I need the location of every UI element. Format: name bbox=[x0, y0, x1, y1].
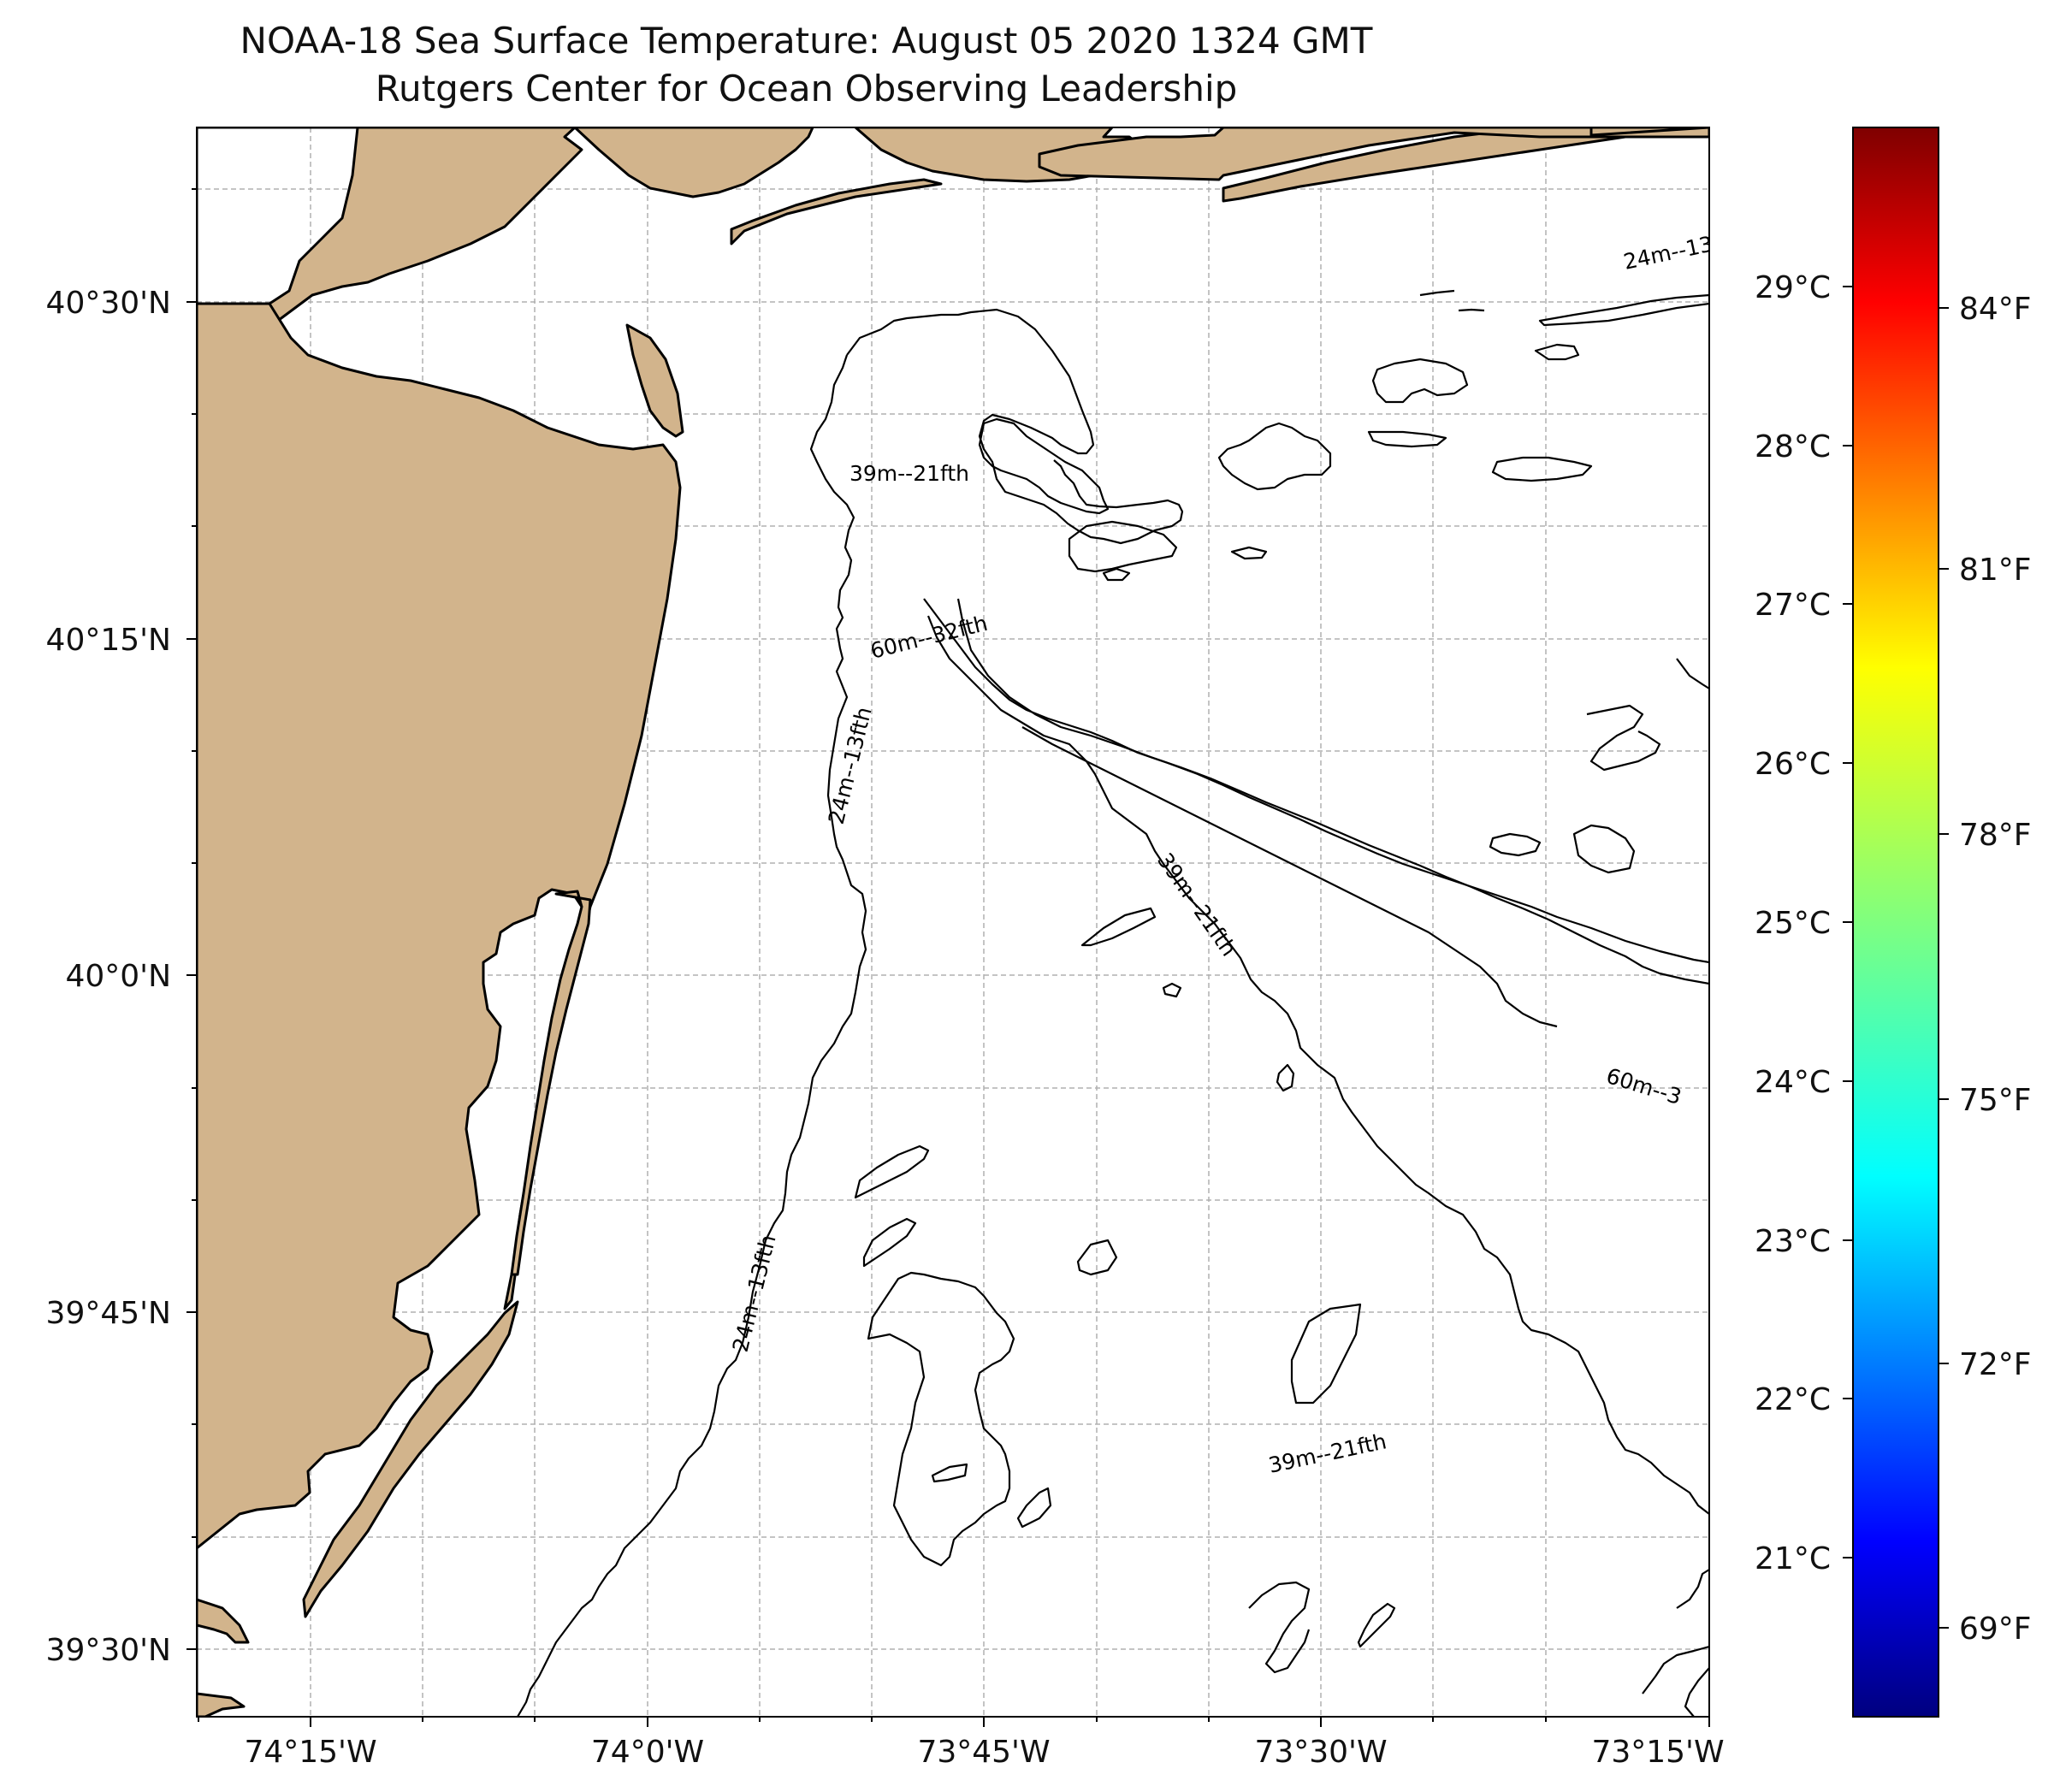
contour-blob-mid-2 bbox=[1162, 982, 1182, 998]
lat-label-39-30: 39°30'N bbox=[46, 1633, 171, 1668]
contour-blob-n-7 bbox=[1230, 546, 1268, 560]
contour-blob-s-6 bbox=[1248, 1581, 1311, 1674]
colorbar-f-78: 78°F bbox=[1959, 818, 2032, 853]
colorbar-f-69: 69°F bbox=[1959, 1612, 2032, 1647]
contour-small-ne-3 bbox=[1538, 293, 1709, 327]
contour-blob-s-5 bbox=[854, 1144, 930, 1199]
lon-axis bbox=[198, 1717, 1710, 1727]
colorbar-f-75: 75°F bbox=[1959, 1083, 2032, 1118]
lat-label-40-00: 40°0'N bbox=[65, 959, 171, 994]
lat-axis bbox=[186, 188, 197, 1650]
contour-blob-s-4 bbox=[862, 1217, 917, 1268]
contour-blob-s-3 bbox=[867, 1271, 1015, 1567]
colorbar-c-25: 25°C bbox=[1755, 906, 1831, 941]
contour-canyon-axis bbox=[1021, 726, 1558, 1028]
colorbar-c-27: 27°C bbox=[1755, 588, 1831, 623]
land bbox=[197, 127, 1709, 1717]
new-jersey-coast bbox=[197, 127, 250, 1644]
lat-label-39-45: 39°45'N bbox=[46, 1296, 171, 1331]
contour-label-39m-mid: 39m--21fth bbox=[1152, 849, 1241, 961]
contour-blob-n-2 bbox=[1068, 520, 1178, 573]
contour-blob-s-1 bbox=[1016, 1487, 1052, 1529]
colorbar-c-28: 28°C bbox=[1755, 429, 1831, 464]
long-island-coast bbox=[1038, 127, 1709, 181]
lon-label-74-15: 74°15'W bbox=[244, 1735, 376, 1770]
island-beach-spit bbox=[510, 890, 592, 1276]
contour-60m-canyon-n bbox=[923, 598, 1709, 964]
bathymetry-contours bbox=[517, 289, 1709, 1717]
map-subtitle: Rutgers Center for Ocean Observing Leade… bbox=[375, 68, 1238, 109]
contour-blob-s-2 bbox=[931, 1463, 968, 1483]
lat-label-40-15: 40°15'N bbox=[46, 623, 171, 658]
lon-label-74-00: 74°0'W bbox=[591, 1735, 704, 1770]
contour-small-e-3 bbox=[1489, 832, 1542, 857]
colorbar-c-24: 24°C bbox=[1755, 1065, 1831, 1100]
contour-label-24m-mid: 24m--13fth bbox=[824, 705, 877, 827]
contour-small-e-1 bbox=[1676, 658, 1709, 689]
contour-blob-n-1 bbox=[1217, 422, 1332, 491]
colorbar-c-23: 23°C bbox=[1755, 1224, 1831, 1259]
contour-24m-left bbox=[517, 354, 867, 1717]
contour-blob-mid-4 bbox=[1076, 1239, 1118, 1276]
colorbar-c-22: 22°C bbox=[1755, 1382, 1831, 1417]
contour-small-ne-2 bbox=[1367, 430, 1447, 448]
lon-label-73-45: 73°45'W bbox=[917, 1735, 1050, 1770]
contour-blob-e-5 bbox=[1419, 289, 1455, 297]
rockaway-peninsula bbox=[730, 178, 943, 245]
contour-blob-mid-5 bbox=[1290, 1303, 1362, 1405]
contour-label-24m-ne: 24m--13fth bbox=[1621, 225, 1743, 274]
contour-small-e-4 bbox=[1572, 824, 1636, 874]
contour-small-e-2 bbox=[1586, 704, 1661, 772]
contour-label-group: 24m--13fth 39m--21fth 60m--32fth 24m--13… bbox=[728, 225, 1743, 1477]
colorbar-c-26: 26°C bbox=[1755, 747, 1831, 782]
colorbar-f-72: 72°F bbox=[1959, 1347, 2032, 1382]
contour-blob-mid-3 bbox=[1276, 1063, 1295, 1092]
colorbar-f-84: 84°F bbox=[1959, 292, 2032, 327]
contour-60m-canyon-s bbox=[956, 598, 1709, 985]
contour-24m-shelf bbox=[846, 308, 1184, 545]
contour-small-ne-1 bbox=[1491, 456, 1593, 482]
colorbar-gradient bbox=[1852, 127, 1939, 1718]
cape-may-tip bbox=[197, 1692, 246, 1717]
colorbar-c-29: 29°C bbox=[1755, 270, 1831, 305]
contour-39m-south bbox=[926, 615, 1709, 1515]
contour-label-39m-north: 39m--21fth bbox=[849, 461, 969, 486]
map-frame bbox=[196, 127, 1710, 1718]
staten-island bbox=[573, 127, 814, 198]
contour-label-24m-south: 24m--13fth bbox=[728, 1233, 781, 1355]
contour-inner-loop bbox=[978, 417, 1110, 515]
contour-blob-n-4 bbox=[1371, 358, 1469, 404]
new-jersey-mainland bbox=[197, 127, 583, 1717]
contour-blob-n-5 bbox=[1534, 343, 1580, 361]
nj-land-body bbox=[197, 302, 682, 1550]
colorbar-c-21: 21°C bbox=[1755, 1541, 1831, 1576]
map-title: NOAA-18 Sea Surface Temperature: August … bbox=[240, 20, 1373, 62]
lat-label-40-30: 40°30'N bbox=[46, 286, 171, 321]
barnegat-barrier-island bbox=[302, 1300, 519, 1618]
lon-label-73-30: 73°30'W bbox=[1254, 1735, 1387, 1770]
lon-label-73-15: 73°15'W bbox=[1591, 1735, 1724, 1770]
contour-label-39m-south: 39m--21fth bbox=[1266, 1428, 1388, 1477]
sandy-hook bbox=[625, 323, 684, 438]
contour-blob-s-7 bbox=[1357, 1602, 1396, 1648]
colorbar-f-81: 81°F bbox=[1959, 553, 2032, 588]
contour-blob-mid-1 bbox=[1080, 907, 1157, 947]
contour-label-60m-east: 60m--3 bbox=[1603, 1063, 1684, 1109]
contour-blob-se-2 bbox=[1676, 1569, 1709, 1609]
colorbar: 29°C 28°C 27°C 26°C 25°C 24°C 23°C 22°C … bbox=[1755, 127, 2032, 1718]
contour-blob-se-1 bbox=[1642, 1645, 1709, 1717]
contour-blob-n-3 bbox=[1102, 567, 1131, 582]
